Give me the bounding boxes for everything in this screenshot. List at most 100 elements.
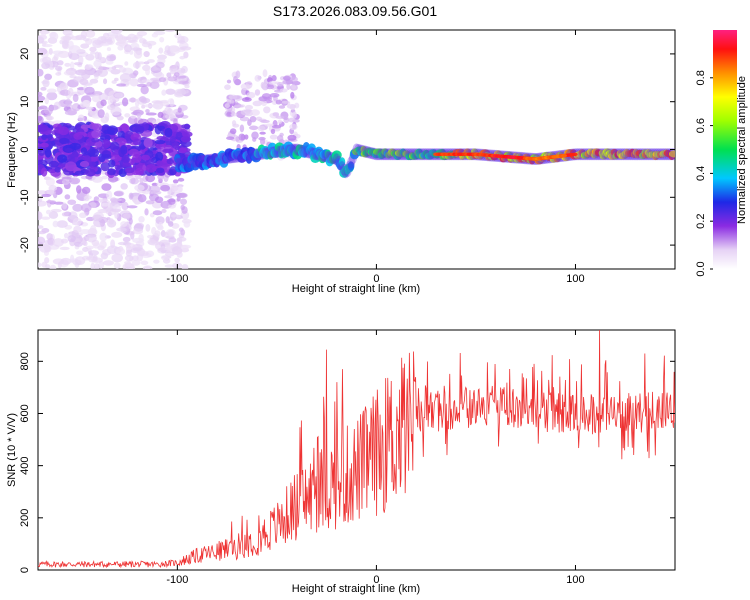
spectrogram-cell [45,177,55,187]
colorbar: 0.0 0.2 0.4 0.6 0.8 Normalized spectral ampl… [695,30,748,277]
spectrogram-cell [119,73,132,83]
spectrogram-cell [109,208,122,213]
spectrogram-cell [133,49,143,59]
spectrogram-cell [122,236,131,243]
spectrogram-cell [177,185,183,193]
spectrogram-cell [121,154,130,164]
spectrogram-cell [40,86,47,91]
spectrogram-cell [151,103,160,109]
spectrogram-cell [160,255,170,261]
spectrogram-cell [41,167,48,177]
spectrogram-cell [38,225,44,229]
spectrogram-cell [74,241,83,247]
spectrogram-cell [184,84,190,89]
spectrogram-cell [100,43,110,47]
spectrogram-cell [116,115,124,121]
spectrogram-cell [134,125,145,134]
spectrogram-cell [136,113,142,118]
spectrogram-cell [140,97,151,104]
spectrogram-cell [55,72,62,76]
spectrogram-cell [47,168,57,174]
spectrogram-cell [125,249,132,257]
spectrogram-cell [102,78,108,85]
spectrogram-cell [41,43,53,48]
spectrogram-cell [159,36,165,43]
spectrogram-cell [145,164,157,173]
spectrogram-cell [118,67,127,73]
spectrogram-cell [233,75,239,84]
spectrogram-cell [42,78,50,88]
spectrogram-cell [82,246,89,253]
spectrogram-cell [178,227,184,233]
spectrogram-cell [101,175,109,180]
spectrogram-cell [41,216,51,220]
spectrogram-cell [38,36,44,44]
spectrogram-cell [145,200,155,205]
spectrogram-cell [177,192,188,199]
spectrogram-cell [38,91,43,97]
spectrogram-cell [240,83,251,91]
spectrogram-cell [85,53,95,61]
spectrogram-cell [134,200,141,205]
spectrogram-cell [275,115,285,119]
spectrogram-cell [89,51,96,55]
spectrogram-cell [103,139,110,147]
spectrogram-cell [46,88,57,94]
spectrogram-cell [52,238,64,247]
spectrogram-cell [110,68,121,75]
spectrogram-cell [136,83,148,88]
spectrogram-cell [73,62,83,66]
spectrogram-cell [81,82,93,86]
spectrogram-cell [106,55,116,62]
spectrogram-cell [56,85,63,93]
spectrogram-cell [347,161,355,171]
colorbar-tick-label: 0.0 [695,261,707,276]
spectrogram-cell [250,109,260,116]
spectrogram-cell [84,64,92,70]
spectrogram-cell [155,151,164,162]
spectrogram-cell [347,156,356,169]
spectrogram-cell [166,158,174,165]
spectrogram-cell [288,117,296,123]
spectrogram-cell [167,229,175,237]
spectrogram-cell [38,196,43,203]
spectrogram-cell [287,134,297,141]
spectrogram-cell [154,196,164,204]
spectrogram-cell [108,248,114,253]
spectrogram-cell [54,166,61,173]
spectrogram-cell [63,70,76,76]
spectrogram-cell [262,82,268,90]
spectrogram-cell [72,203,83,212]
spectrogram-cell [118,168,127,178]
spectrogram-cell [271,75,277,82]
spectrogram-cell [44,107,53,115]
spectrogram-cell [48,185,58,192]
spectrogram-cell [44,147,52,158]
spectrogram-cell [38,115,44,124]
spectrogram-cell [92,214,103,222]
spectrogram-cell [44,140,54,150]
spectrogram-cell [122,213,131,219]
spectrogram-cell [145,109,150,114]
spectrogram-cell [46,91,58,101]
spectrogram-cell [180,135,191,143]
spectrogram-cell [38,68,44,77]
spectrogram-cell [91,137,100,143]
spectrogram-cell [69,61,75,70]
spectrogram-cell [179,55,186,60]
spectrogram-cell [166,244,172,253]
spectrogram-xlabel: Height of straight line (km) [292,283,420,295]
spectrogram-cell [286,83,291,91]
spectrogram-cell [238,133,246,141]
spectrogram-cell [232,123,240,128]
spectrogram-cell [100,99,107,107]
spectrogram-cell [81,186,91,194]
spectrogram-cell [154,139,166,145]
spectrogram-cell [113,262,121,269]
snr-axes: -100 0 100 0 200 400 600 800 [19,330,675,586]
spectrogram-cell [164,264,174,268]
spectrogram-cell [117,45,124,51]
spectrogram-cell [138,250,149,257]
spectrogram-cell [91,94,102,103]
spectrogram-cell [165,88,176,95]
